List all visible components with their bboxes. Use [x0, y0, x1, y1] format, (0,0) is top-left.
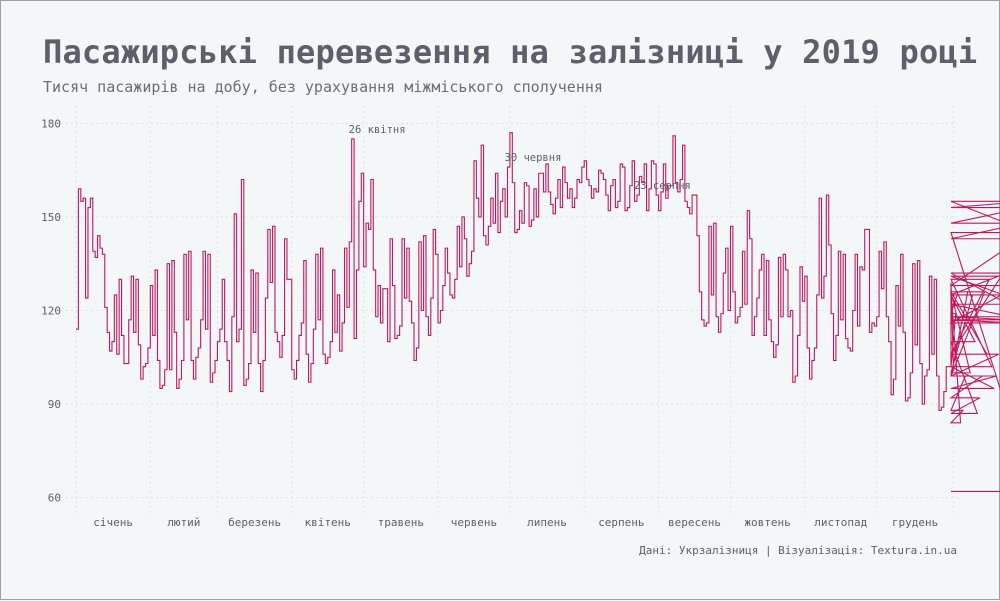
x-tick-label: грудень [892, 516, 938, 529]
page-subtitle: Тисяч пасажирів на добу, без урахування … [43, 78, 603, 96]
y-tick-label: 60 [48, 492, 61, 505]
source-credit: Дані: Укрзалізниця | Візуалізація: Textu… [639, 544, 957, 557]
y-tick-label: 90 [48, 398, 61, 411]
annotation-label: 30 червня [505, 152, 562, 164]
x-tick-label: вересень [668, 516, 721, 529]
series-line [76, 132, 1000, 492]
annotations: 26 квітня 30 червня 23 серпня [349, 124, 691, 192]
x-tick-label: липень [527, 516, 567, 529]
page-title: Пасажирські перевезення на залізниці у 2… [43, 33, 978, 71]
x-tick-label: червень [451, 516, 497, 529]
x-tick-label: серпень [598, 516, 644, 529]
y-tick-label: 120 [41, 305, 61, 318]
y-tick-label: 180 [41, 117, 61, 130]
x-tick-label: листопад [814, 516, 867, 529]
x-tick-label: жовтень [744, 516, 790, 529]
series-layer [76, 132, 1000, 492]
y-tick-label: 150 [41, 211, 61, 224]
y-axis: 60 90 120 150 180 [41, 117, 61, 504]
x-tick-label: квітень [305, 516, 351, 529]
x-tick-label: січень [93, 516, 133, 529]
x-tick-label: травень [378, 516, 424, 529]
x-tick-label: лютий [167, 516, 200, 529]
x-axis: січень лютий березень квітень травень червень… [93, 516, 938, 529]
annotation-label: 23 серпня [634, 180, 691, 192]
x-tick-label: березень [228, 516, 281, 529]
annotation-label: 26 квітня [349, 124, 406, 136]
grid [66, 106, 961, 513]
